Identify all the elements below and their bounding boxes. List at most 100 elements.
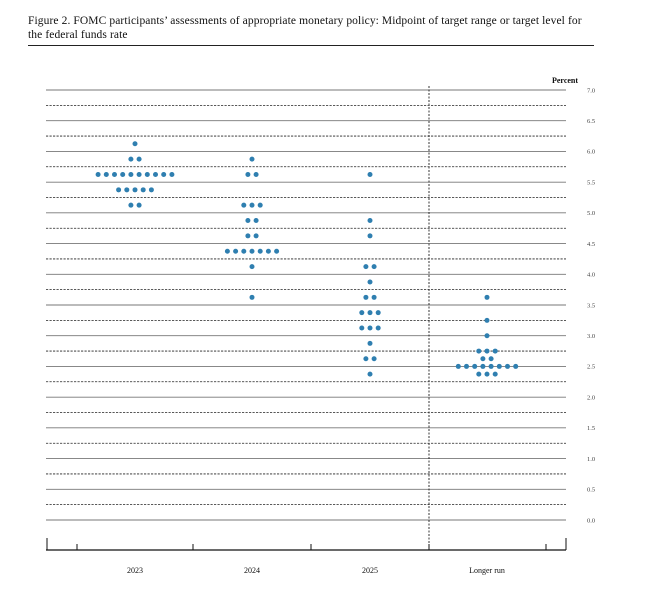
y-tick-label: 6.0 xyxy=(587,149,595,156)
participant-dot xyxy=(371,264,377,270)
participant-dot xyxy=(367,171,373,177)
x-axis: 2023 2024 2025 Longer run xyxy=(46,538,567,575)
participant-dot xyxy=(132,187,138,193)
y-tick-label: 5.0 xyxy=(587,210,595,217)
participant-dot xyxy=(488,356,494,362)
participant-dot xyxy=(124,187,130,193)
participant-dot xyxy=(480,356,486,362)
y-tick-label: 2.0 xyxy=(587,394,595,401)
x-category-label: Longer run xyxy=(469,566,505,575)
participant-dot xyxy=(249,202,255,208)
participant-dot xyxy=(265,248,271,254)
participant-dot xyxy=(484,371,490,377)
participant-dot xyxy=(375,310,381,316)
y-axis-tick-labels: 0.0 0.5 1.0 1.5 2.0 2.5 3.0 3.5 4.0 4.5 5.0 5.5 6.0 6… xyxy=(587,87,595,524)
participant-dot xyxy=(128,171,134,177)
participant-dot xyxy=(484,348,490,354)
x-category-label: 2023 xyxy=(127,566,143,575)
gridlines xyxy=(46,86,566,550)
participant-dot xyxy=(492,348,498,354)
participant-dot xyxy=(245,171,251,177)
participant-dot xyxy=(371,356,377,362)
participant-dot xyxy=(513,363,519,369)
participant-dot xyxy=(363,356,369,362)
participant-dot xyxy=(367,325,373,331)
participant-dot xyxy=(249,248,255,254)
data-dots xyxy=(95,141,519,377)
participant-dot xyxy=(245,233,251,239)
participant-dot xyxy=(95,171,101,177)
participant-dot xyxy=(488,363,494,369)
participant-dot xyxy=(136,171,142,177)
participant-dot xyxy=(148,187,154,193)
x-category-label: 2024 xyxy=(244,566,260,575)
participant-dot xyxy=(484,294,490,300)
chart-title: Figure 2. FOMC participants’ assessments… xyxy=(28,15,582,41)
participant-dot xyxy=(249,294,255,300)
participant-dot xyxy=(367,218,373,224)
participant-dot xyxy=(476,348,482,354)
participant-dot xyxy=(359,325,365,331)
participant-dot xyxy=(120,171,126,177)
participant-dot xyxy=(116,187,122,193)
participant-dot xyxy=(363,294,369,300)
participant-dot xyxy=(161,171,167,177)
participant-dot xyxy=(140,187,146,193)
participant-dot xyxy=(375,325,381,331)
participant-dot xyxy=(455,363,461,369)
participant-dot xyxy=(245,218,251,224)
participant-dot xyxy=(367,279,373,285)
y-tick-label: 1.0 xyxy=(587,456,595,463)
y-axis-unit-label: Percent xyxy=(552,76,578,85)
y-tick-label: 4.0 xyxy=(587,272,595,279)
participant-dot xyxy=(367,310,373,316)
x-category-label: 2025 xyxy=(362,566,378,575)
participant-dot xyxy=(249,264,255,270)
participant-dot xyxy=(359,310,365,316)
participant-dot xyxy=(363,264,369,270)
participant-dot xyxy=(249,156,255,162)
participant-dot xyxy=(128,202,134,208)
y-tick-label: 0.5 xyxy=(587,487,595,494)
participant-dot xyxy=(169,171,175,177)
participant-dot xyxy=(257,248,263,254)
participant-dot xyxy=(153,171,158,177)
participant-dot xyxy=(136,156,142,162)
participant-dot xyxy=(496,363,502,369)
participant-dot xyxy=(274,248,280,254)
participant-dot xyxy=(371,294,377,300)
participant-dot xyxy=(224,248,230,254)
participant-dot xyxy=(484,317,490,323)
y-tick-label: 3.5 xyxy=(587,302,595,309)
y-tick-label: 7.0 xyxy=(587,87,595,94)
participant-dot xyxy=(253,171,259,177)
participant-dot xyxy=(112,171,117,177)
participant-dot xyxy=(233,248,239,254)
participant-dot xyxy=(492,371,498,377)
participant-dot xyxy=(136,202,142,208)
participant-dot xyxy=(472,363,478,369)
participant-dot xyxy=(484,333,490,339)
y-tick-label: 4.5 xyxy=(587,241,595,248)
participant-dot xyxy=(253,218,259,224)
y-tick-label: 2.5 xyxy=(587,364,595,371)
participant-dot xyxy=(144,171,150,177)
participant-dot xyxy=(476,371,482,377)
participant-dot xyxy=(253,233,259,239)
participant-dot xyxy=(464,363,469,369)
participant-dot xyxy=(257,202,263,208)
participant-dot xyxy=(480,363,486,369)
participant-dot xyxy=(241,248,247,254)
participant-dot xyxy=(367,371,373,377)
y-tick-label: 5.5 xyxy=(587,179,595,186)
participant-dot xyxy=(132,141,138,147)
participant-dot xyxy=(128,156,134,162)
y-tick-label: 3.0 xyxy=(587,333,595,340)
y-tick-label: 1.5 xyxy=(587,425,595,432)
y-tick-label: 0.0 xyxy=(587,517,595,524)
participant-dot xyxy=(241,202,247,208)
participant-dot xyxy=(367,233,373,239)
y-tick-label: 6.5 xyxy=(587,118,595,125)
participant-dot xyxy=(103,171,109,177)
